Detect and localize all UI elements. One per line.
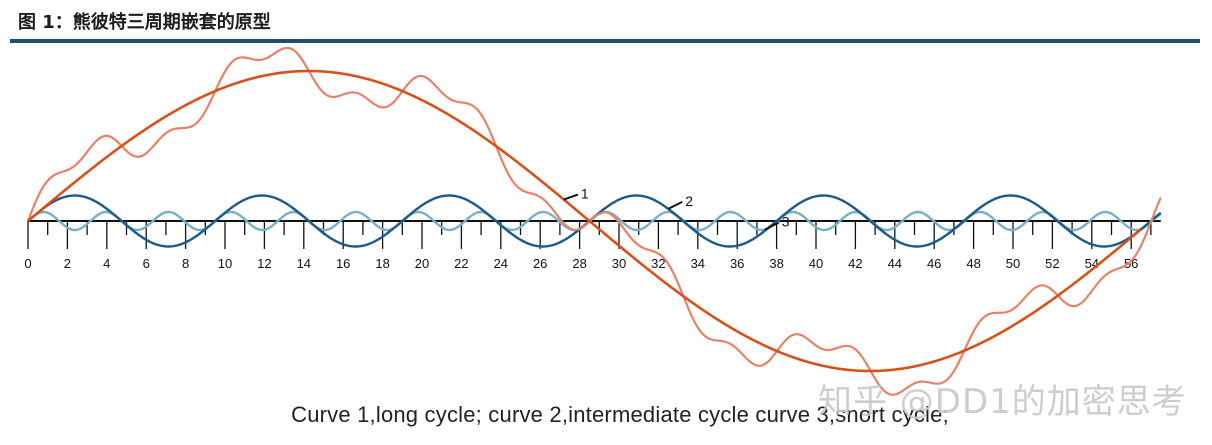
curve-label-leader xyxy=(667,200,683,210)
x-tick-label: 28 xyxy=(572,256,586,271)
x-tick-label: 0 xyxy=(24,256,31,271)
x-tick-label: 16 xyxy=(336,256,350,271)
x-tick-label: 44 xyxy=(888,256,902,271)
curve-label: 3 xyxy=(782,214,790,230)
x-tick-label: 48 xyxy=(966,256,980,271)
watermark-text: 知乎 @DD1的加密思考 xyxy=(818,382,1187,422)
title-rule xyxy=(10,39,1200,43)
curve-1-long-cycle xyxy=(27,69,1142,373)
x-tick-label: 38 xyxy=(769,256,783,271)
x-tick-label: 42 xyxy=(848,256,862,271)
figure-title: 图 1：熊彼特三周期嵌套的原型 xyxy=(18,12,271,33)
curve-label-leader xyxy=(764,221,780,231)
x-tick-label: 26 xyxy=(533,256,547,271)
figure-caption: Curve 1,long cycle; curve 2,intermediate… xyxy=(291,402,949,427)
x-tick-label: 2 xyxy=(64,256,71,271)
x-tick-label: 32 xyxy=(651,256,665,271)
curve-label: 2 xyxy=(685,193,693,209)
combined-curve xyxy=(26,46,1162,396)
x-tick-label: 30 xyxy=(612,256,626,271)
x-tick-label: 22 xyxy=(454,256,468,271)
x-tick-label: 46 xyxy=(927,256,941,271)
x-tick-label: 56 xyxy=(1124,256,1138,271)
x-tick-label: 20 xyxy=(415,256,429,271)
x-tick-label: 12 xyxy=(257,256,271,271)
x-tick-label: 24 xyxy=(494,256,508,271)
x-tick-label: 8 xyxy=(182,256,189,271)
curve-label: 1 xyxy=(581,186,589,202)
x-tick-label: 10 xyxy=(218,256,232,271)
x-tick-label: 50 xyxy=(1006,256,1020,271)
x-tick-label: 4 xyxy=(103,256,110,271)
x-tick-label: 52 xyxy=(1045,256,1059,271)
curve-label-leader xyxy=(563,193,579,201)
x-tick-label: 14 xyxy=(297,256,311,271)
x-tick-label: 40 xyxy=(809,256,823,271)
x-tick-label: 18 xyxy=(375,256,389,271)
x-tick-label: 34 xyxy=(691,256,705,271)
x-tick-label: 6 xyxy=(143,256,150,271)
x-tick-label: 36 xyxy=(730,256,744,271)
